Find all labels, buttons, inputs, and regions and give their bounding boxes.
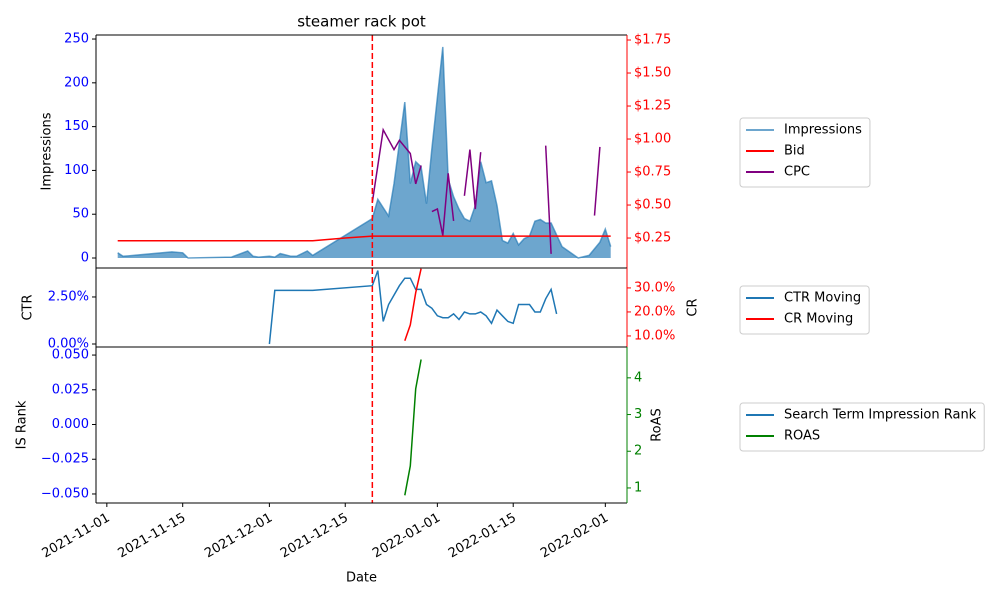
y-tick-label: 2.50% — [48, 289, 89, 304]
y-tick-label: 0 — [81, 251, 89, 266]
y2-tick-label: 30.0% — [634, 280, 675, 295]
legend-box — [739, 402, 985, 452]
plot-area — [268, 268, 558, 345]
x-tick-label: 2022-02-01 — [538, 511, 611, 562]
y2-tick-label: 10.0% — [634, 328, 675, 343]
y-tick-label: 150 — [64, 119, 89, 134]
y2-tick-label: $1.75 — [634, 33, 671, 48]
y-tick-label: −0.050 — [41, 486, 89, 501]
y2-tick-label: $1.50 — [634, 66, 671, 81]
line — [404, 268, 422, 342]
y-axis-label: CTR — [21, 294, 36, 320]
line — [404, 359, 422, 496]
line — [371, 127, 422, 203]
legend-label: CTR Moving — [784, 291, 861, 306]
legend-box — [739, 117, 871, 188]
y2-axis-label: CR — [686, 298, 701, 316]
y-tick-label: 250 — [64, 32, 89, 47]
x-tick-label: 2021-12-01 — [202, 511, 275, 562]
area — [117, 46, 611, 259]
y-axis-label: IS Rank — [15, 400, 30, 449]
y-tick-label: 0.050 — [52, 348, 89, 363]
y-tick-label: 50 — [72, 207, 89, 222]
y2-tick-label: 20.0% — [634, 304, 675, 319]
legend: Search Term Impression Rank ROAS — [739, 402, 985, 452]
y2-tick-label: 3 — [634, 407, 642, 422]
legend-label: Impressions — [784, 123, 862, 138]
legend: Impressions Bid CPC — [739, 117, 871, 188]
y2-axis-label: RoAS — [650, 408, 665, 442]
legend-label: CR Moving — [784, 312, 853, 327]
plot-area — [404, 359, 422, 496]
y-tick-label: −0.025 — [41, 452, 89, 467]
y2-tick-label: $1.25 — [634, 99, 671, 114]
plot-area — [117, 46, 612, 259]
legend-label: ROAS — [784, 429, 820, 444]
y-tick-label: 0.025 — [52, 382, 89, 397]
legend-label: Search Term Impression Rank — [784, 408, 977, 423]
y2-tick-label: $1.00 — [634, 132, 671, 147]
line — [268, 270, 558, 345]
y-tick-label: 0.00% — [48, 336, 89, 351]
line — [463, 149, 482, 210]
y-tick-label: 0.000 — [52, 417, 89, 432]
line — [544, 145, 552, 254]
legend-label: Bid — [784, 144, 805, 159]
x-tick-label: 2022-01-15 — [446, 511, 519, 562]
x-tick-label: 2021-11-01 — [40, 511, 113, 562]
line — [593, 146, 601, 216]
line — [117, 235, 611, 242]
y2-tick-label: 1 — [634, 480, 642, 495]
line — [117, 46, 612, 259]
y2-tick-label: $0.25 — [634, 231, 671, 246]
y2-tick-label: $0.75 — [634, 165, 671, 180]
y-tick-label: 100 — [64, 163, 89, 178]
x-tick-label: 2021-12-15 — [278, 511, 351, 562]
chart-title: steamer rack pot — [297, 13, 426, 31]
y-tick-label: 200 — [64, 75, 89, 90]
y2-tick-label: $0.50 — [634, 198, 671, 213]
x-tick-label: 2021-11-15 — [116, 511, 189, 562]
line — [431, 173, 455, 236]
y2-tick-label: 4 — [634, 370, 642, 385]
legend: CTR Moving CR Moving — [739, 285, 870, 335]
y2-tick-label: 2 — [634, 444, 642, 459]
x-tick-label: 2022-01-01 — [370, 511, 443, 562]
y-axis-label: Impressions — [40, 112, 55, 190]
x-axis-label: Date — [346, 571, 377, 586]
legend-label: CPC — [784, 165, 810, 180]
